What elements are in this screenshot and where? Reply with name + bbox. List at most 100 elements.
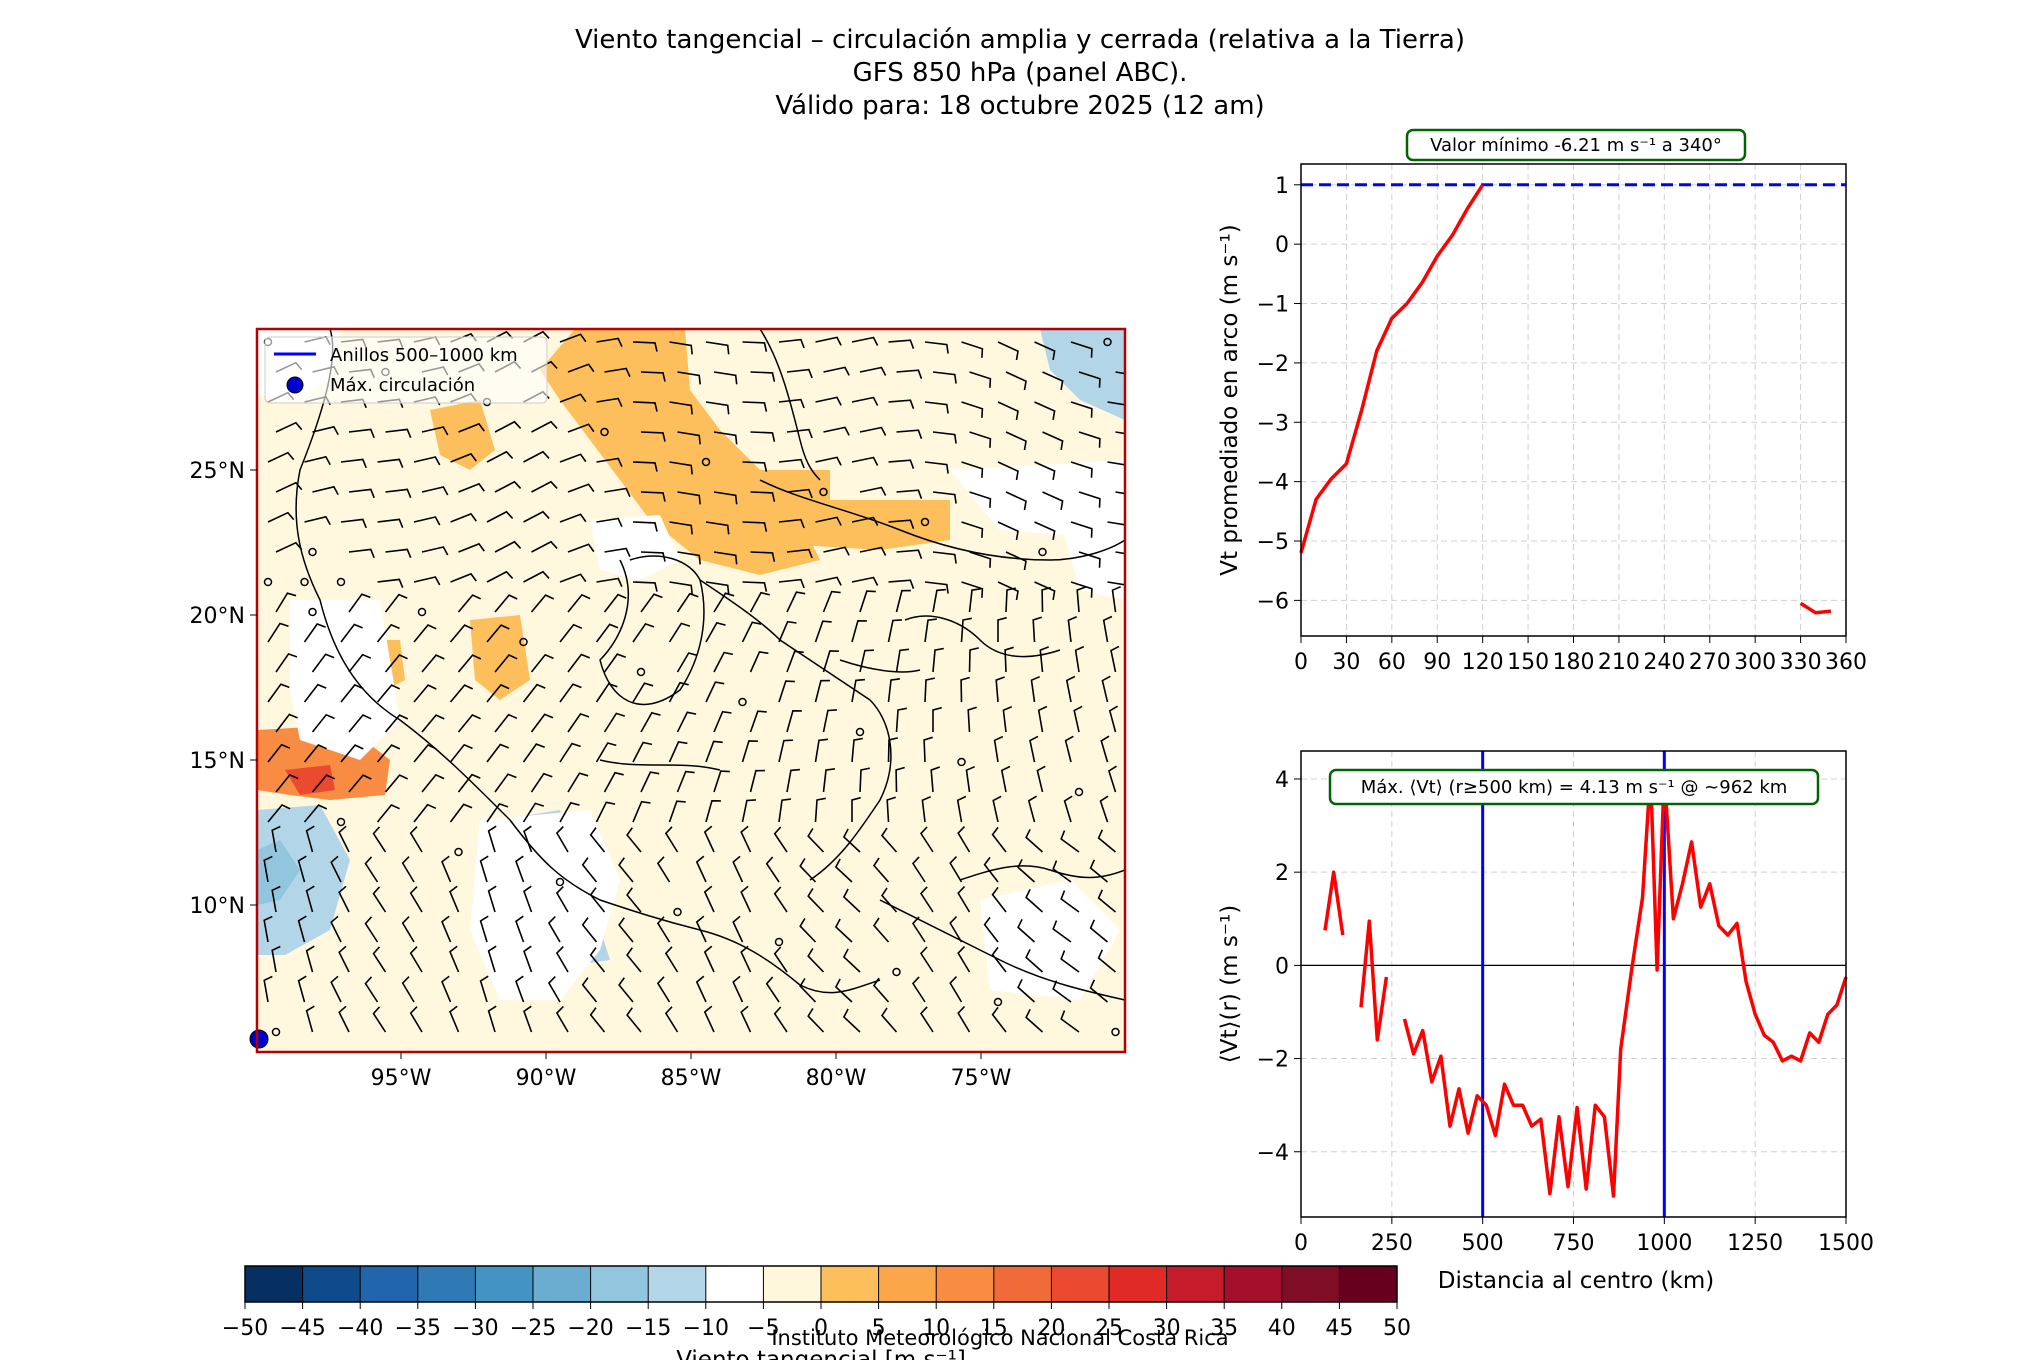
wind-barb xyxy=(887,678,901,703)
wind-barb xyxy=(932,706,942,732)
wind-barb xyxy=(348,714,372,733)
colorbar-cell xyxy=(993,1266,1052,1302)
wind-barb xyxy=(786,768,800,793)
wind-barb xyxy=(814,797,826,823)
wind-barb xyxy=(1000,765,1011,793)
wind-barb xyxy=(887,737,898,763)
wind-barb xyxy=(384,593,408,613)
wind-barb xyxy=(632,682,654,703)
wind-barb xyxy=(589,827,606,853)
wind-barb xyxy=(924,618,937,643)
colorbar-cells xyxy=(245,1266,1398,1302)
wind-barb xyxy=(842,1008,861,1033)
calm-wind-marker xyxy=(417,607,427,617)
wind-barb xyxy=(778,620,797,643)
wind-barb xyxy=(640,771,660,793)
wind-barb xyxy=(983,916,999,943)
wind-barb xyxy=(555,1006,569,1033)
coastline xyxy=(959,865,1125,881)
wind-barb xyxy=(887,619,902,643)
lat-tick-label: 20°N xyxy=(190,604,245,629)
colorbar: −50 −45 −40 −35 −30 −25 −20 −15 −10 −5 0 5 10 15 20 25 3… xyxy=(222,1265,1411,1360)
wind-barb xyxy=(348,593,371,613)
wind-barb xyxy=(668,800,686,823)
wind-barb xyxy=(267,683,290,703)
wind-barb xyxy=(669,461,693,475)
wind-barb xyxy=(494,594,518,613)
wind-barb xyxy=(640,431,666,442)
wind-barb xyxy=(807,827,825,853)
wind-barb xyxy=(401,916,415,943)
wind-barb xyxy=(305,885,315,913)
wind-barb xyxy=(297,975,307,1003)
wind-barb xyxy=(949,976,963,1003)
wind-barb xyxy=(750,431,776,442)
arc-chart-series-line xyxy=(1799,601,1832,615)
wind-barb xyxy=(851,396,879,406)
radial-chart-ylabel: ⟨Vt⟩(r) (m s⁻¹) xyxy=(1217,905,1243,1063)
wind-barb xyxy=(705,401,730,415)
wind-barb xyxy=(705,740,723,763)
wind-barb xyxy=(1097,949,1117,973)
radial-chart-xtick-label: 0 xyxy=(1294,1231,1308,1256)
wind-barb xyxy=(859,426,887,436)
wind-barb xyxy=(559,573,587,583)
wind-barb xyxy=(1030,675,1041,703)
coastline xyxy=(295,329,881,994)
wind-barb xyxy=(458,482,485,493)
calm-wind-marker xyxy=(454,847,463,857)
wind-barb xyxy=(567,423,595,433)
lon-tick-label: 75°W xyxy=(951,1066,1012,1091)
wind-barb xyxy=(851,576,879,586)
wind-barb xyxy=(311,653,335,673)
wind-barb xyxy=(1102,615,1113,643)
wind-barb xyxy=(1034,341,1056,361)
wind-barb xyxy=(807,1007,825,1033)
radial-chart-xtick-label: 500 xyxy=(1462,1231,1504,1256)
wind-barb xyxy=(303,744,327,763)
max-circulation-marker xyxy=(249,1029,269,1049)
wind-barb xyxy=(740,885,752,913)
wind-barb xyxy=(880,827,898,853)
colorbar-tick-label: −10 xyxy=(683,1316,729,1341)
lon-tick-label: 80°W xyxy=(806,1066,867,1091)
arc-chart-ytick-label: 1 xyxy=(1275,174,1289,199)
wind-barb xyxy=(656,856,671,883)
wind-barb xyxy=(364,916,379,943)
wind-barb xyxy=(522,683,546,703)
wind-barb xyxy=(409,946,423,973)
calm-wind-marker xyxy=(519,637,528,647)
wind-barb xyxy=(960,676,970,703)
wind-barb xyxy=(449,945,460,973)
wind-barb xyxy=(834,978,853,1003)
wind-barb xyxy=(618,857,634,883)
wind-barb xyxy=(530,653,554,673)
wind-barb xyxy=(859,649,874,673)
wind-barb xyxy=(338,885,350,913)
wind-barb xyxy=(1070,521,1093,538)
wind-barb xyxy=(1025,828,1044,853)
calm-wind-marker xyxy=(263,577,273,587)
wind-barb xyxy=(604,487,631,498)
wind-barb xyxy=(851,336,879,346)
wind-barb xyxy=(494,480,522,493)
wind-barb xyxy=(589,947,606,973)
radial-profile-chart: Máx. ⟨Vt⟩ (r≥500 km) = 4.13 m s⁻¹ @ ~962… xyxy=(1217,750,1874,1294)
wind-barb xyxy=(567,543,595,553)
wind-barb xyxy=(896,429,923,439)
radial-chart-ytick-label: 2 xyxy=(1275,861,1289,886)
wind-barb xyxy=(1070,401,1093,418)
lat-tick-label: 10°N xyxy=(190,894,245,919)
wind-barb xyxy=(676,770,695,793)
wind-barb xyxy=(267,622,289,643)
wind-barb xyxy=(1078,371,1101,388)
tangential-wind-shading xyxy=(540,329,820,575)
radial-chart-xtick-label: 1250 xyxy=(1727,1231,1783,1256)
wind-barb xyxy=(676,711,697,733)
wind-barb xyxy=(596,457,623,468)
wind-barb xyxy=(1076,586,1086,613)
wind-barb xyxy=(271,885,281,913)
wind-barb xyxy=(626,1007,642,1033)
wind-barb xyxy=(632,800,651,823)
radial-chart-annotation-frame xyxy=(1328,768,1820,806)
